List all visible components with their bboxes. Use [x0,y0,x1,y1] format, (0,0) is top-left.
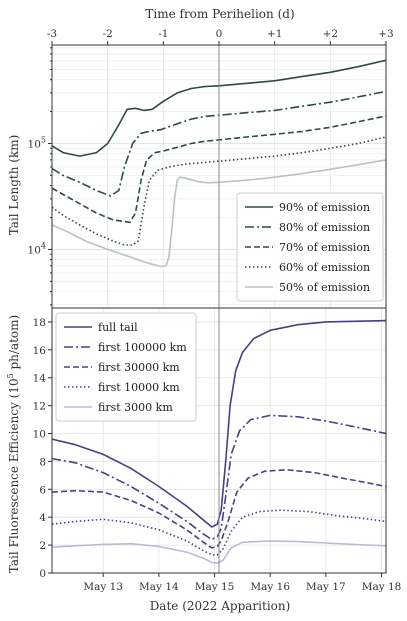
top-series-2 [51,115,387,224]
bottom-x-tick-label: May 17 [306,581,346,593]
bottom-y-tick-label: 18 [33,317,46,329]
bottom-y-tick-label: 14 [33,373,47,385]
top-legend-label: 80% of emission [279,221,370,234]
top-legend-label: 70% of emission [279,241,370,254]
bottom-series-0 [51,319,387,528]
top-legend-label: 50% of emission [279,281,370,294]
top-series-1 [51,90,387,197]
top-series-0 [51,59,387,157]
bottom-y-tick-label: 4 [39,512,46,524]
top-panel-series [51,59,387,268]
bottom-legend-label: full tail [98,321,138,334]
bottom-panel-series [51,319,387,564]
bottom-panel-ticks: May 13 May 14 May 15 May 16 May 17 May 18 0 2 4 6… [33,317,402,593]
bottom-y-tick-label: 12 [33,401,46,413]
bottom-legend-label: first 3000 km [98,401,173,414]
bottom-x-axis-title: Date (2022 Apparition) [150,599,291,613]
top-x-tick-label: +3 [378,28,393,40]
top-x-tick-label: +2 [323,28,338,40]
top-x-tick-label: -1 [158,28,168,40]
bottom-x-tick-label: May 15 [195,581,235,593]
bottom-legend-label: first 10000 km [98,381,180,394]
top-legend: 90% of emission 80% of emission 70% of emi… [236,192,384,302]
top-x-tick-label: -3 [47,28,57,40]
bottom-y-tick-label: 0 [39,568,46,580]
top-series-3 [51,136,387,246]
top-y-tick-label: 105 [28,135,46,150]
bottom-series-1 [51,414,387,541]
top-legend-label: 60% of emission [279,261,370,274]
top-series-4 [51,159,387,268]
bottom-series-3 [51,509,387,556]
top-panel-ticks: -3 -2 -1 0 +1 +2 +3 104 105 [28,28,394,306]
top-x-tick-label: -2 [103,28,113,40]
bottom-legend: full tail first 100000 km first 30000 km fi… [55,312,197,422]
bottom-y-tick-label: 16 [33,345,47,357]
top-y-tick-label: 104 [28,241,46,256]
bottom-legend-label: first 100000 km [98,341,187,354]
top-x-tick-label: +1 [267,28,282,40]
top-x-axis-title: Time from Perihelion (d) [145,7,294,21]
bottom-series-4 [51,540,387,564]
bottom-legend-label: first 30000 km [98,361,180,374]
bottom-panel-frame [51,307,387,574]
bottom-y-tick-label: 8 [39,456,46,468]
bottom-y-tick-label: 6 [39,484,46,496]
top-y-axis-title: Tail Length (km) [7,135,21,236]
bottom-x-tick-label: May 14 [139,581,179,593]
top-x-tick-label: 0 [216,28,223,40]
bottom-y-tick-label: 10 [33,429,46,441]
top-legend-label: 90% of emission [279,201,370,214]
bottom-legend-box [55,312,197,422]
bottom-y-tick-label: 2 [39,540,46,552]
bottom-x-tick-label: May 18 [362,581,402,593]
bottom-x-tick-label: May 16 [250,581,290,593]
bottom-x-tick-label: May 13 [83,581,123,593]
top-legend-box [236,192,384,302]
bottom-series-2 [51,469,387,549]
bottom-y-axis-title: Tail Fluorescence Efficiency (105 ph/ato… [6,315,21,573]
